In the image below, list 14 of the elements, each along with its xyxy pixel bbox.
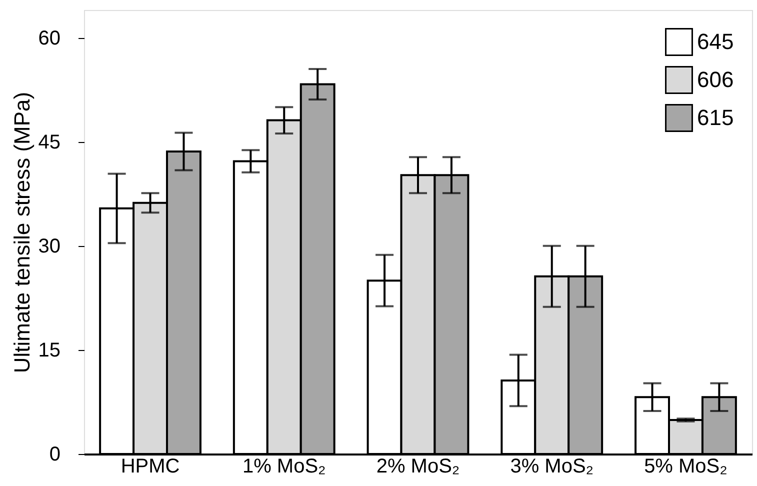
y-axis-title: Ultimate tensile stress (MPa): [9, 92, 34, 374]
legend-label: 606: [697, 67, 734, 92]
y-tick-label: 45: [38, 131, 60, 154]
y-tick-label: 15: [38, 339, 60, 362]
legend-label: 615: [697, 105, 734, 130]
x-tick-label: 5% MoS₂: [644, 456, 728, 478]
x-tick-label: HPMC: [120, 456, 180, 478]
x-tick-label: 2% MoS₂: [376, 456, 460, 478]
x-tick-label: 1% MoS₂: [242, 456, 326, 478]
x-tick-label: 3% MoS₂: [510, 456, 594, 478]
y-tick-label: 60: [38, 27, 60, 50]
y-tick-label: 30: [38, 235, 60, 258]
y-tick-label: 0: [49, 444, 60, 466]
legend-label: 645: [697, 29, 734, 54]
